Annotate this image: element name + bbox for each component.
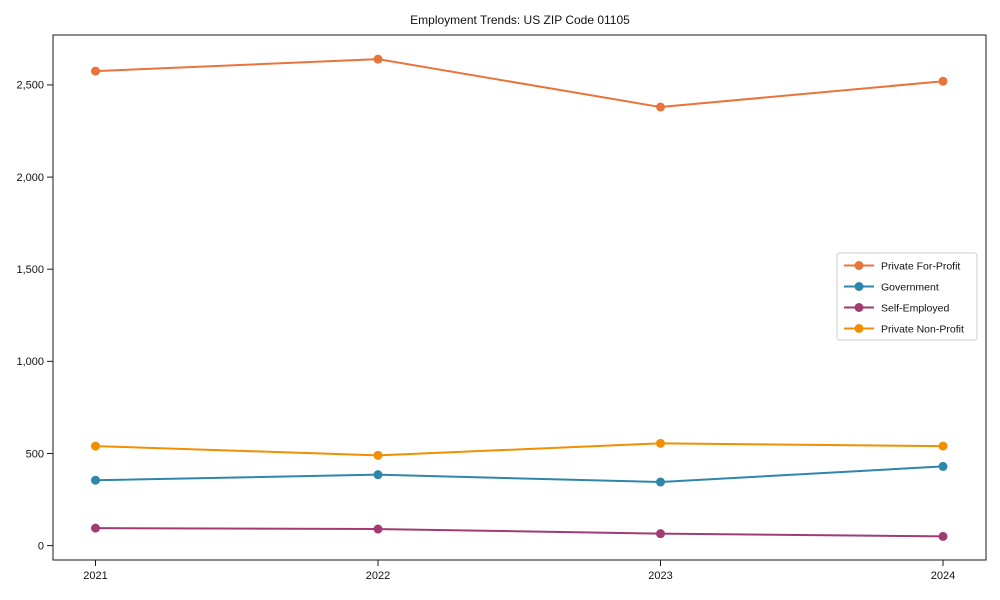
y-axis-tick-label: 1,000 bbox=[16, 356, 44, 368]
y-axis-tick-label: 2,000 bbox=[16, 172, 44, 184]
y-axis-tick-label: 0 bbox=[38, 540, 44, 552]
legend-swatch-marker-private-for-profit bbox=[854, 261, 864, 270]
series-point-self-employed bbox=[938, 531, 948, 541]
x-axis-tick-label: 2023 bbox=[648, 570, 672, 582]
x-axis-tick-label: 2021 bbox=[83, 570, 107, 582]
legend-swatch-marker-self-employed bbox=[854, 303, 864, 312]
legend-label-self-employed: Self-Employed bbox=[881, 302, 949, 314]
legend-label-private-for-profit: Private For-Profit bbox=[881, 260, 960, 272]
chart-title: Employment Trends: US ZIP Code 01105 bbox=[410, 13, 630, 27]
series-point-private-for-profit bbox=[373, 54, 383, 64]
series-point-private-for-profit bbox=[938, 76, 948, 86]
y-axis-tick-label: 500 bbox=[26, 448, 44, 460]
y-axis-tick-label: 1,500 bbox=[16, 264, 44, 276]
series-line-government bbox=[95, 465, 944, 484]
series-line-private-for-profit bbox=[95, 58, 944, 109]
series-point-government bbox=[91, 475, 100, 485]
series-point-self-employed bbox=[656, 529, 665, 539]
series-point-private-for-profit bbox=[656, 102, 665, 112]
series-point-government bbox=[656, 477, 665, 487]
series-line-private-non-profit bbox=[95, 442, 944, 457]
series-point-private-non-profit bbox=[373, 450, 383, 460]
series-point-government bbox=[373, 470, 383, 480]
series-point-self-employed bbox=[373, 524, 383, 534]
series-line-self-employed bbox=[95, 527, 944, 538]
legend-label-private-non-profit: Private Non-Profit bbox=[881, 323, 964, 335]
y-axis-tick-label: 2,500 bbox=[16, 80, 44, 92]
plot-frame bbox=[52, 34, 987, 561]
legend-swatch-marker-private-non-profit bbox=[854, 324, 864, 333]
series-point-private-non-profit bbox=[938, 441, 948, 451]
legend-label-government: Government bbox=[881, 281, 939, 293]
legend-swatch-marker-government bbox=[854, 282, 864, 291]
series-point-private-non-profit bbox=[656, 438, 665, 448]
x-axis-tick-label: 2022 bbox=[366, 570, 390, 582]
legend-box bbox=[836, 252, 978, 341]
series-point-self-employed bbox=[91, 523, 100, 533]
series-point-government bbox=[938, 461, 948, 471]
x-axis-tick-label: 2024 bbox=[931, 570, 955, 582]
series-point-private-for-profit bbox=[91, 66, 100, 76]
series-point-private-non-profit bbox=[91, 441, 100, 451]
